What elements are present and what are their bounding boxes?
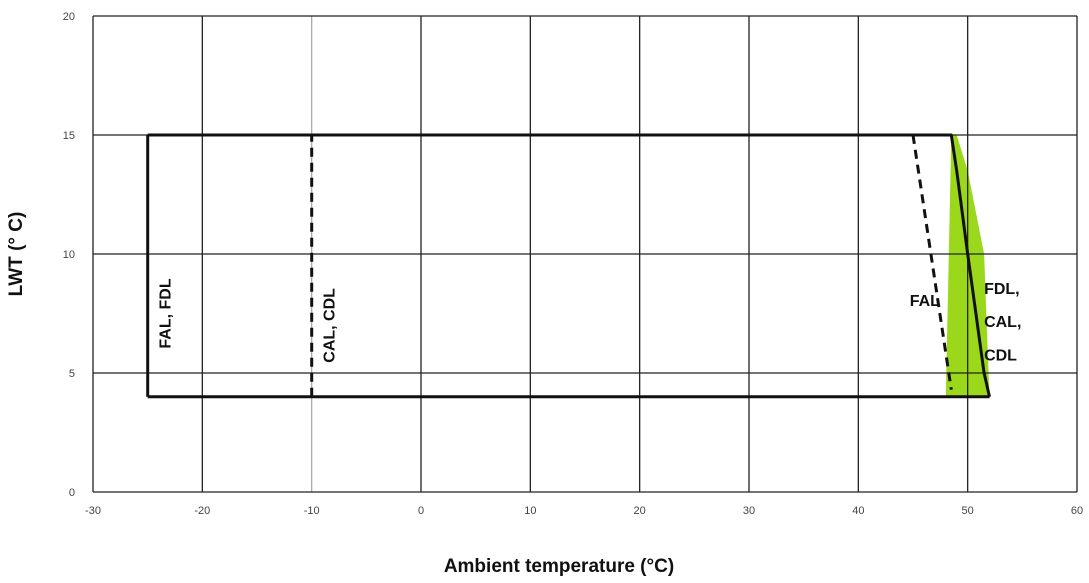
x-tick-label: 60 xyxy=(1071,505,1083,517)
x-tick-label: 40 xyxy=(852,505,864,517)
boundary-line-dashed xyxy=(911,134,953,390)
x-tick-label: 50 xyxy=(962,505,974,517)
x-tick-label: 20 xyxy=(634,505,646,517)
y-tick-label: 15 xyxy=(63,130,75,142)
x-axis-title: Ambient temperature (°C) xyxy=(444,556,674,577)
y-tick-label: 5 xyxy=(69,368,75,380)
boundary-lines-layer xyxy=(146,133,991,399)
y-tick-label: 0 xyxy=(69,487,75,499)
annotation-cal: CAL, xyxy=(984,314,1021,331)
y-axis-title: LWT (° C) xyxy=(6,212,27,297)
annotation-fal: FAL xyxy=(910,293,940,310)
operating-envelope-region xyxy=(147,135,990,397)
annotation-fdl: FDL, xyxy=(984,281,1020,298)
x-tick-label: -30 xyxy=(85,505,101,517)
x-tick-label: 30 xyxy=(743,505,755,517)
x-tick-label: -10 xyxy=(304,505,320,517)
envelope-fill-layer xyxy=(147,135,990,397)
x-tick-label: 0 xyxy=(418,505,424,517)
annotation-cdl: CDL xyxy=(984,348,1017,365)
x-tick-label: -20 xyxy=(194,505,210,517)
annotation-fal-fdl: FAL, FDL xyxy=(157,278,174,348)
boundary-line-solid xyxy=(945,133,991,398)
x-tick-label: 10 xyxy=(524,505,536,517)
tick-labels-layer: -30 -20 -10 0 10 20 30 40 50 60 0 5 10 15 20 xyxy=(63,11,1083,517)
y-tick-label: 10 xyxy=(63,249,75,261)
annotations-layer: FAL, FDL CAL, CDL FAL FDL, CAL, CDL xyxy=(157,278,1021,364)
annotation-cal-cdl: CAL, CDL xyxy=(321,288,338,363)
y-tick-label: 20 xyxy=(63,11,75,23)
